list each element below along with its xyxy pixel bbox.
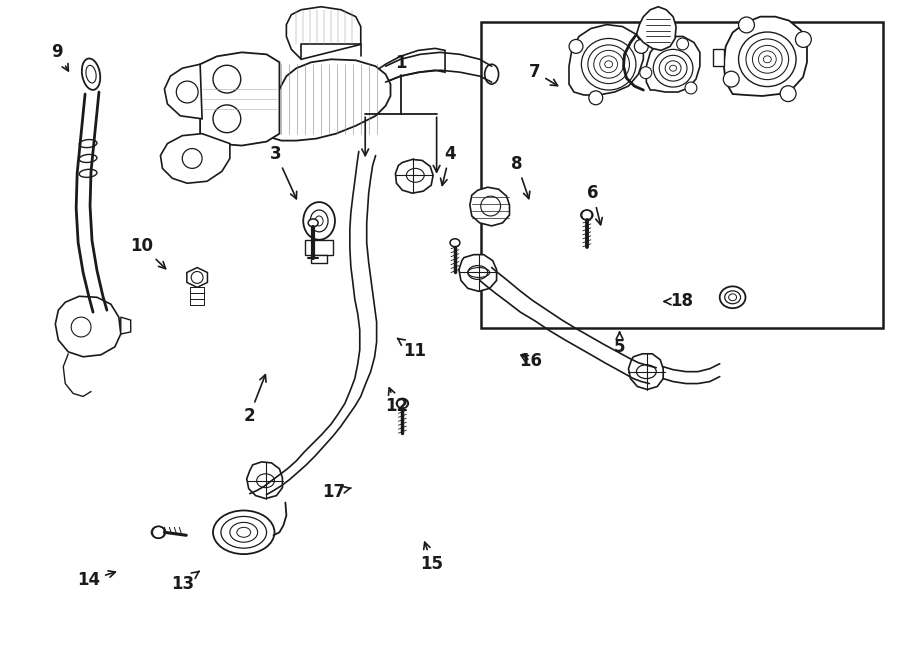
Ellipse shape xyxy=(485,64,499,84)
Text: 14: 14 xyxy=(77,571,115,589)
Polygon shape xyxy=(55,297,121,357)
Text: 9: 9 xyxy=(51,43,68,71)
Ellipse shape xyxy=(468,265,488,279)
Circle shape xyxy=(640,67,652,79)
Text: 6: 6 xyxy=(587,184,602,224)
Circle shape xyxy=(796,32,811,48)
Ellipse shape xyxy=(308,219,318,227)
Polygon shape xyxy=(286,7,361,60)
Circle shape xyxy=(634,40,648,54)
Text: 12: 12 xyxy=(385,388,408,416)
Ellipse shape xyxy=(151,526,166,538)
Text: 16: 16 xyxy=(518,352,542,369)
Polygon shape xyxy=(569,24,643,95)
Text: 15: 15 xyxy=(420,542,444,573)
Polygon shape xyxy=(165,64,202,118)
Circle shape xyxy=(724,71,739,87)
Ellipse shape xyxy=(720,287,745,308)
Polygon shape xyxy=(160,134,230,183)
Polygon shape xyxy=(470,187,509,226)
Polygon shape xyxy=(713,50,724,66)
Ellipse shape xyxy=(213,510,274,554)
Polygon shape xyxy=(311,255,327,263)
Ellipse shape xyxy=(82,58,100,90)
Text: 3: 3 xyxy=(270,145,297,199)
Ellipse shape xyxy=(450,239,460,247)
Polygon shape xyxy=(272,60,391,140)
Text: 17: 17 xyxy=(322,483,351,501)
Text: 18: 18 xyxy=(664,293,694,310)
Text: 11: 11 xyxy=(398,338,426,359)
Polygon shape xyxy=(459,255,497,291)
Ellipse shape xyxy=(256,474,274,488)
Circle shape xyxy=(677,38,688,50)
Circle shape xyxy=(685,82,697,94)
Polygon shape xyxy=(371,48,445,89)
Text: 1: 1 xyxy=(395,54,407,71)
Text: 8: 8 xyxy=(511,155,530,199)
Ellipse shape xyxy=(407,168,424,182)
Ellipse shape xyxy=(79,140,97,148)
Ellipse shape xyxy=(79,154,97,162)
Polygon shape xyxy=(395,160,433,193)
Polygon shape xyxy=(724,17,807,96)
Circle shape xyxy=(569,40,583,54)
Polygon shape xyxy=(200,52,279,146)
Ellipse shape xyxy=(397,399,409,408)
Circle shape xyxy=(589,91,603,105)
Bar xyxy=(482,23,883,328)
Text: 13: 13 xyxy=(171,571,199,592)
Polygon shape xyxy=(121,317,130,334)
Polygon shape xyxy=(628,354,663,389)
Ellipse shape xyxy=(79,169,97,177)
Polygon shape xyxy=(187,267,207,287)
Polygon shape xyxy=(305,240,333,255)
Ellipse shape xyxy=(303,202,335,240)
Circle shape xyxy=(780,85,796,101)
Text: 5: 5 xyxy=(614,332,626,356)
Text: 4: 4 xyxy=(441,145,455,185)
Polygon shape xyxy=(247,462,283,498)
Text: 7: 7 xyxy=(529,63,558,85)
Circle shape xyxy=(739,17,754,33)
Ellipse shape xyxy=(580,210,593,220)
Ellipse shape xyxy=(636,365,656,379)
Polygon shape xyxy=(636,7,676,50)
Text: 2: 2 xyxy=(243,375,266,426)
Text: 10: 10 xyxy=(130,236,166,269)
Polygon shape xyxy=(646,36,700,92)
